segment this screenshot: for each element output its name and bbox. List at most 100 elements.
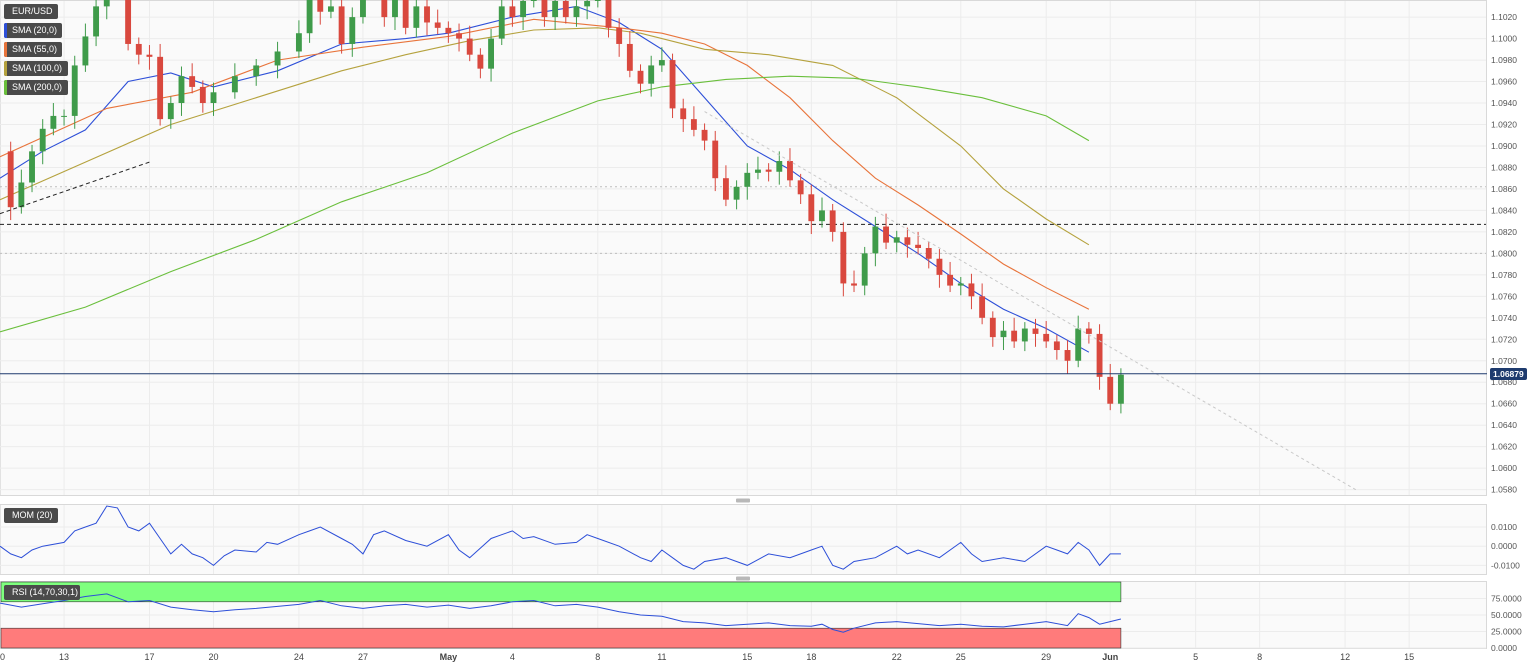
legend-label: SMA (200,0) — [12, 82, 63, 92]
mom-tick-label: 0.0100 — [1491, 522, 1517, 532]
y-tick-label: 1.1020 — [1491, 12, 1517, 22]
candle-body — [39, 128, 46, 152]
candle-body — [701, 129, 708, 141]
candle-body — [989, 317, 996, 338]
legend-momentum[interactable]: MOM (20) — [4, 508, 58, 523]
candle-body — [861, 253, 868, 286]
candle-body — [360, 0, 366, 18]
candle-body — [488, 38, 494, 69]
y-tick-label: 1.0800 — [1491, 248, 1517, 258]
y-tick-label: 1.0900 — [1491, 141, 1517, 151]
x-tick-label: 11 — [657, 652, 666, 662]
candle-body — [178, 76, 185, 104]
candle-body — [626, 43, 633, 71]
candle-body — [893, 237, 900, 243]
candle-body — [189, 76, 196, 87]
y-tick-label: 1.0700 — [1491, 356, 1517, 366]
y-tick-label: 1.0600 — [1491, 463, 1517, 473]
y-tick-label: 1.0940 — [1491, 98, 1517, 108]
candle-body — [648, 65, 655, 84]
candle-body — [840, 231, 847, 284]
momentum-panel — [0, 504, 1487, 575]
rsi-overbought-zone — [0, 581, 1122, 603]
momentum-line — [0, 505, 1121, 570]
candle-body — [381, 0, 388, 18]
candle-body — [167, 103, 174, 120]
candle-body — [819, 210, 825, 222]
candle-body — [295, 33, 302, 52]
y-tick-label: 1.0780 — [1491, 270, 1517, 280]
x-axis-labels: 10 13 17 20 24 27 May 4 8 11 15 18 22 25 29 Jun 5 8 12 15 — [0, 652, 1414, 662]
panel-resize-handle[interactable] — [736, 576, 750, 581]
legend-label: MOM (20) — [12, 510, 53, 520]
x-tick-label: 27 — [358, 652, 368, 662]
candle-body — [872, 226, 879, 254]
candle-body — [1053, 341, 1060, 351]
candle-body — [915, 244, 922, 248]
candle-body — [712, 140, 719, 179]
legend-rsi[interactable]: RSI (14,70,30,1) — [4, 585, 80, 600]
legend-sma-200[interactable]: SMA (200,0) — [4, 80, 68, 95]
x-tick-label: 20 — [208, 652, 218, 662]
candle-body — [50, 115, 57, 129]
x-tick-label: 12 — [1340, 652, 1350, 662]
legend-label: SMA (100,0) — [12, 63, 63, 73]
candle-body — [776, 161, 783, 172]
candle-body — [1096, 333, 1103, 377]
candle-body — [755, 169, 761, 173]
y-tick-label: 1.0580 — [1491, 485, 1517, 495]
candle-body — [157, 56, 164, 120]
legend-sma-100[interactable]: SMA (100,0) — [4, 61, 68, 76]
candle-body — [594, 0, 601, 1]
legend-label: SMA (55,0) — [12, 44, 58, 54]
y-tick-label: 1.0680 — [1491, 377, 1517, 387]
candle-body — [722, 178, 729, 200]
candle-body — [498, 6, 505, 39]
sma-line — [0, 75, 1090, 333]
candle-body — [1117, 374, 1124, 404]
symbol-text: EUR/USD — [12, 6, 53, 16]
candle-body — [637, 70, 644, 84]
legend-swatch — [4, 42, 7, 57]
x-tick-label: 8 — [595, 652, 600, 662]
price-panel — [0, 0, 1487, 496]
candle-body — [968, 283, 975, 297]
x-tick-label: May — [440, 652, 458, 662]
panel-resize-handle[interactable] — [736, 498, 750, 503]
candle-body — [1075, 328, 1082, 361]
candle-body — [434, 22, 441, 28]
candle-body — [1043, 333, 1050, 342]
candle-body — [562, 1, 569, 18]
last-price-text: 1.06879 — [1493, 368, 1524, 379]
y-tick-label: 1.0660 — [1491, 399, 1517, 409]
legend-swatch — [4, 80, 7, 95]
candle-body — [327, 6, 334, 12]
candle-body — [103, 0, 110, 7]
candle-body — [509, 6, 516, 18]
legend-sma-55[interactable]: SMA (55,0) — [4, 42, 62, 57]
y-tick-label: 1.0880 — [1491, 162, 1517, 172]
candle-body — [413, 6, 420, 28]
rsi-tick-label: 0.0000 — [1491, 643, 1517, 653]
x-tick-label: 10 — [0, 652, 5, 662]
candle-body — [765, 169, 772, 172]
candle-body — [925, 248, 932, 259]
candle-body — [61, 115, 67, 117]
candle-body — [1032, 328, 1039, 334]
symbol-label[interactable]: EUR/USD — [4, 4, 58, 19]
x-tick-label: 4 — [510, 652, 515, 662]
legend-swatch — [4, 23, 7, 38]
candle-body — [904, 237, 911, 245]
y-tick-label: 1.0980 — [1491, 55, 1517, 65]
candle-body — [1107, 376, 1114, 404]
rsi-series — [0, 593, 1122, 633]
x-tick-label: 8 — [1257, 652, 1262, 662]
legend-swatch — [4, 61, 7, 76]
x-tick-label: 17 — [144, 652, 154, 662]
x-tick-label: 25 — [956, 652, 966, 662]
legend-sma-20[interactable]: SMA (20,0) — [4, 23, 62, 38]
candle-body — [797, 180, 804, 195]
trendlines — [0, 111, 1357, 491]
candle-body — [690, 119, 697, 130]
x-tick-label: 5 — [1193, 652, 1198, 662]
